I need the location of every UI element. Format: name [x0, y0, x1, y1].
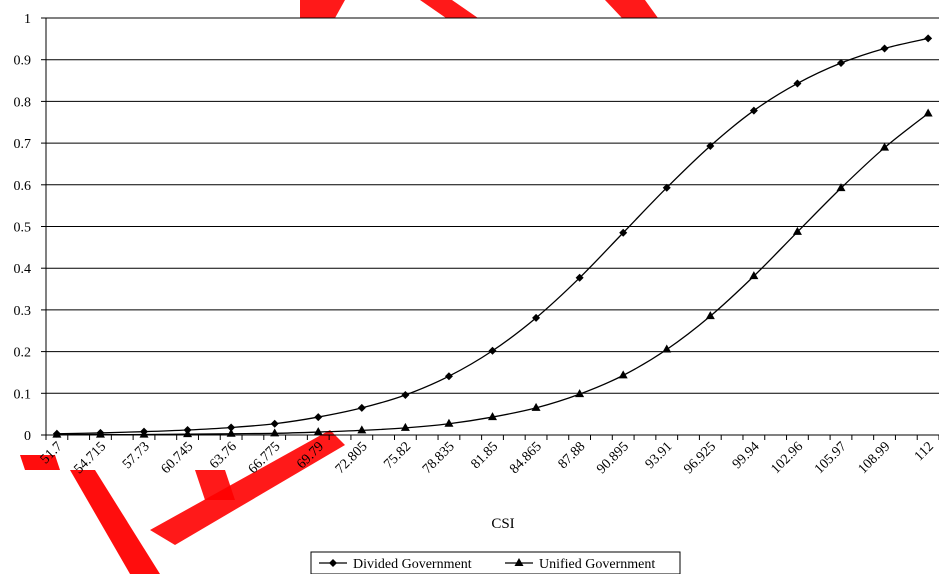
data-point-triangle: [749, 271, 759, 280]
x-tick-label: 81.85: [468, 439, 501, 472]
x-tick-label: 60.745: [159, 439, 197, 477]
watermark-stroke: [150, 430, 345, 545]
x-tick-label: 96.925: [681, 439, 719, 477]
series-line: [56, 37, 929, 435]
data-point-triangle: [95, 429, 105, 438]
data-point-diamond: [924, 34, 933, 43]
y-tick-label: 1: [24, 12, 31, 27]
data-point-diamond: [401, 390, 410, 399]
y-tick-label: 0.1: [14, 387, 32, 402]
legend-label-unified: Unified Government: [539, 557, 655, 572]
data-point-triangle: [792, 226, 802, 235]
data-point-triangle: [270, 428, 280, 437]
x-tick-label: 75.82: [381, 439, 414, 472]
gridlines: [46, 17, 939, 394]
x-tick-label: 63.76: [207, 439, 240, 472]
data-point-triangle: [139, 429, 149, 438]
series-divided-government: [52, 34, 933, 438]
data-point-diamond: [662, 183, 671, 192]
watermark-stroke: [420, 0, 478, 18]
y-tick-label: 0: [24, 429, 31, 444]
y-tick-labels: 0 0.1 0.2 0.3 0.4 0.5 0.6 0.7 0.8 0.9 1: [14, 12, 32, 444]
data-point-triangle: [357, 425, 367, 434]
data-point-diamond: [357, 403, 366, 412]
legend: Divided Government Unified Government: [310, 551, 681, 574]
data-point-diamond: [880, 44, 889, 53]
data-point-triangle: [836, 183, 846, 192]
watermark-stroke: [300, 0, 345, 18]
x-tick-label: 57.73: [120, 439, 153, 472]
data-point-triangle: [444, 418, 454, 427]
x-tick-label: 99.94: [730, 439, 763, 472]
x-tick-labels: 51.7 54.715 57.73 60.745 63.76 66.775 69.79 72.…: [38, 439, 937, 477]
data-point-diamond: [227, 423, 236, 432]
watermark-stroke: [605, 0, 658, 18]
watermark-stroke: [20, 455, 60, 470]
y-tick-label: 0.5: [14, 221, 32, 236]
data-point-diamond: [270, 419, 279, 428]
data-point-diamond: [749, 106, 758, 115]
x-tick-label: 93.91: [643, 439, 676, 472]
data-point-triangle: [575, 389, 585, 398]
y-tick-label: 0.4: [14, 262, 32, 277]
legend-label-divided: Divided Government: [353, 557, 472, 572]
watermark-logo: [20, 0, 658, 574]
watermark-stroke: [70, 470, 160, 574]
data-point-triangle: [52, 429, 62, 438]
x-tick-label: 108.99: [856, 439, 894, 477]
data-point-diamond: [836, 59, 845, 68]
x-tick-label: 84.865: [507, 439, 545, 477]
x-tick-label: 90.895: [594, 439, 632, 477]
series-group: [52, 34, 933, 438]
y-tick-label: 0.6: [14, 179, 32, 194]
data-point-diamond: [532, 313, 541, 322]
data-point-diamond: [329, 559, 337, 567]
y-tick-label: 0.7: [14, 137, 32, 152]
data-point-triangle: [880, 142, 890, 151]
y-tick-label: 0.9: [14, 54, 32, 69]
x-tick-label: 78.835: [420, 439, 458, 477]
data-point-diamond: [488, 346, 497, 355]
data-point-diamond: [706, 142, 715, 151]
data-point-triangle: [488, 412, 497, 421]
y-tick-label: 0.8: [14, 95, 32, 110]
data-point-triangle: [923, 108, 933, 117]
axes: [41, 17, 939, 440]
data-point-diamond: [575, 273, 584, 282]
x-tick-label: 87.88: [556, 439, 589, 472]
data-point-triangle: [531, 402, 541, 411]
data-point-triangle: [400, 422, 410, 431]
legend-box: [310, 551, 681, 574]
x-tick-label: 105.97: [812, 439, 850, 477]
data-point-diamond: [793, 79, 802, 88]
data-point-triangle: [313, 427, 323, 436]
data-point-triangle: [183, 429, 193, 438]
data-point-triangle: [226, 428, 236, 437]
data-point-diamond: [444, 372, 453, 381]
data-point-triangle: [705, 311, 715, 320]
x-tick-label: 102.96: [768, 439, 806, 477]
series-unified-government: [52, 108, 933, 438]
series-line: [56, 112, 929, 436]
data-point-triangle: [514, 558, 524, 566]
data-point-diamond: [619, 228, 628, 237]
data-point-diamond: [314, 413, 323, 422]
x-tick-label: 112: [912, 439, 937, 464]
x-axis-title: CSI: [491, 516, 514, 532]
y-tick-label: 0.3: [14, 304, 32, 319]
data-point-triangle: [618, 370, 628, 379]
data-point-triangle: [662, 344, 672, 353]
y-tick-label: 0.2: [14, 346, 32, 361]
